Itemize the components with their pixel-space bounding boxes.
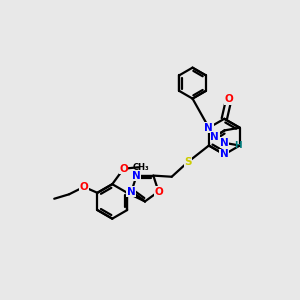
Text: O: O: [80, 182, 88, 192]
Text: O: O: [154, 187, 163, 196]
Text: N: N: [210, 132, 219, 142]
Text: N: N: [127, 187, 136, 196]
Text: N: N: [220, 138, 229, 148]
Text: S: S: [184, 157, 192, 167]
Text: N: N: [220, 149, 229, 160]
Text: O: O: [224, 94, 233, 104]
Text: CH₃: CH₃: [133, 163, 150, 172]
Text: O: O: [119, 164, 128, 174]
Text: N: N: [205, 123, 213, 133]
Text: N: N: [132, 171, 141, 181]
Text: H: H: [234, 141, 242, 150]
